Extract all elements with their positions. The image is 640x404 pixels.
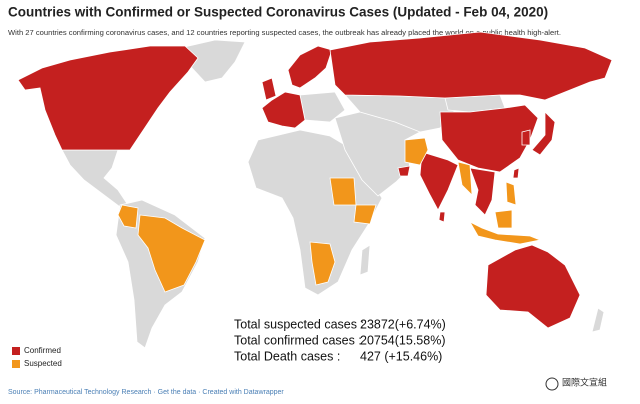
stats: Total suspected cases : 23872(+6.74%) To… — [234, 317, 446, 363]
stat-value: 20754(15.58%) — [360, 333, 445, 347]
scandinavia — [287, 45, 333, 89]
indochina — [469, 167, 496, 216]
philippines — [505, 181, 517, 206]
ethiopia — [353, 204, 377, 225]
subtitle: With 27 countries confirming coronavirus… — [8, 28, 561, 37]
world-map — [17, 31, 613, 349]
angola — [309, 241, 336, 286]
korea — [521, 129, 531, 146]
legend-swatch — [12, 347, 20, 355]
india — [419, 151, 459, 211]
myanmar — [457, 161, 473, 197]
stat-label: Total Death cases : — [234, 349, 340, 363]
indonesia — [468, 221, 542, 245]
legend-label: Suspected — [24, 359, 62, 368]
europe — [261, 91, 306, 129]
stat-label: Total confirmed cases : — [234, 333, 362, 347]
russia — [329, 31, 613, 101]
sudan — [329, 177, 357, 206]
title: Countries with Confirmed or Suspected Co… — [8, 5, 548, 20]
greenland — [179, 39, 246, 83]
china — [439, 104, 539, 173]
japan — [531, 111, 556, 156]
watermark-icon — [545, 377, 559, 391]
stat-value: 23872(+6.74%) — [360, 317, 446, 331]
uk — [261, 77, 277, 101]
canada-usa — [17, 45, 199, 151]
borneo — [494, 209, 513, 229]
colombia — [117, 204, 139, 229]
australia — [485, 244, 581, 329]
new-zealand — [591, 307, 605, 333]
legend-label: Confirmed — [24, 346, 61, 355]
brazil — [137, 214, 206, 293]
pakistan — [404, 137, 429, 166]
legend-swatch — [12, 360, 20, 368]
stat-value: 427 (+15.46%) — [360, 349, 442, 363]
madagascar — [359, 244, 371, 276]
watermark: 國際文宣組 — [562, 376, 607, 387]
uae — [397, 165, 411, 177]
taiwan — [512, 167, 520, 179]
legend: Confirmed Suspected — [12, 346, 62, 368]
footer-source: Source: Pharmaceutical Technology Resear… — [8, 389, 284, 396]
sri-lanka — [438, 211, 446, 223]
stat-label: Total suspected cases : — [234, 317, 364, 331]
